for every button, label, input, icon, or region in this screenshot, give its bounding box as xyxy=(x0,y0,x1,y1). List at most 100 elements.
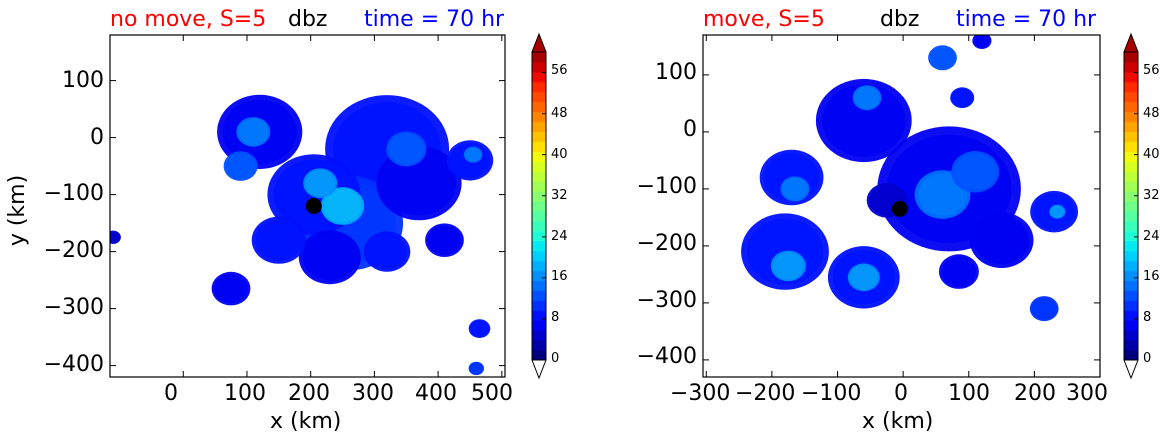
colorbar-segment xyxy=(1124,270,1138,282)
panel-1-x-tick: 200 xyxy=(288,381,330,406)
panel-2-x-tick: −300 xyxy=(670,381,731,406)
reflectivity-cell xyxy=(938,254,979,289)
panel-2-y-tick: −200 xyxy=(636,231,697,256)
panel-1-title-center: dbz xyxy=(288,7,328,32)
reflectivity-cell xyxy=(223,151,258,181)
colorbar-segment xyxy=(532,141,546,152)
colorbar-segment xyxy=(532,290,546,301)
reflectivity-cell xyxy=(1029,296,1059,322)
reflectivity-cell xyxy=(950,87,975,109)
colorbar-segment xyxy=(532,52,546,63)
colorbar-segment xyxy=(1124,191,1138,202)
colorbar-segment xyxy=(532,181,546,192)
colorbar-segment xyxy=(532,171,546,182)
colorbar-2-tick: 32 xyxy=(1143,188,1160,203)
colorbar-min-extend xyxy=(531,359,547,380)
panel-1-y-tick: −400 xyxy=(43,352,104,377)
reflectivity-cell xyxy=(928,45,957,71)
colorbar-segment xyxy=(1124,91,1138,103)
colorbar-1-tick: 16 xyxy=(551,269,568,284)
panel-2-title-center: dbz xyxy=(880,7,920,32)
colorbar-segment xyxy=(1124,161,1138,172)
colorbar-1-frame xyxy=(531,51,547,361)
colorbar-segment xyxy=(532,310,546,321)
colorbar-2-tick: 40 xyxy=(1143,147,1160,162)
panel-1-x-tick: 500 xyxy=(471,381,513,406)
panel-2-x-tick: 100 xyxy=(948,381,990,406)
panel-2-title-left: move, S=5 xyxy=(703,7,825,32)
reflectivity-cell xyxy=(298,230,361,285)
colorbar-segment xyxy=(532,220,546,232)
colorbar-2-frame xyxy=(1123,51,1139,361)
reflectivity-cell xyxy=(386,131,427,167)
colorbar-2-tick: 56 xyxy=(1143,63,1160,78)
reflectivity-cell xyxy=(852,85,882,111)
reflectivity-cell xyxy=(969,212,1034,268)
colorbar-segment xyxy=(532,250,546,262)
colorbar-segment xyxy=(532,131,546,142)
colorbar-segment xyxy=(1124,61,1138,73)
colorbar-segment xyxy=(1124,260,1138,272)
colorbar-segment xyxy=(1124,151,1138,162)
panel-1-y-tick: −100 xyxy=(43,181,104,206)
colorbar-segment xyxy=(532,240,546,252)
colorbar-segment xyxy=(1124,320,1138,331)
colorbar-2-tick: 24 xyxy=(1143,229,1160,244)
reflectivity-cell xyxy=(780,176,810,202)
colorbar-max-extend xyxy=(1123,32,1139,53)
reflectivity-cell xyxy=(951,151,1000,193)
colorbar-segment xyxy=(532,260,546,272)
colorbar-segment xyxy=(532,71,546,83)
panel-2-axes-frame xyxy=(702,34,1101,378)
colorbar-segment xyxy=(532,350,546,361)
colorbar-1-tick: 40 xyxy=(551,147,568,162)
colorbar-2-tick: 48 xyxy=(1143,106,1160,121)
colorbar-segment xyxy=(1124,330,1138,341)
colorbar-segment xyxy=(1124,210,1138,222)
colorbar-1-tick: 0 xyxy=(551,351,560,366)
panel-2-y-tick: −100 xyxy=(636,174,697,199)
panel-2-x-axis-label: x (km) xyxy=(862,409,934,434)
panel-1-y-axis-label: y (km) xyxy=(5,174,31,247)
panel-1-x-tick: 300 xyxy=(352,381,394,406)
colorbar-segment xyxy=(1124,350,1138,361)
colorbar-segment xyxy=(1124,220,1138,232)
reflectivity-cell xyxy=(463,146,483,163)
panel-2-x-tick: −100 xyxy=(801,381,862,406)
reflectivity-cell xyxy=(211,271,251,306)
colorbar-1-tick: 48 xyxy=(551,106,568,121)
colorbar-max-extend xyxy=(531,32,547,53)
reflectivity-cell xyxy=(251,216,306,264)
colorbar-2-tick: 8 xyxy=(1143,310,1152,325)
colorbar-segment xyxy=(1124,81,1138,93)
reflectivity-cell xyxy=(236,117,271,147)
colorbar-segment xyxy=(1124,71,1138,83)
panel-2-y-tick: 0 xyxy=(683,117,697,142)
colorbar-1-tick: 32 xyxy=(551,188,568,203)
colorbar-segment xyxy=(1124,171,1138,182)
colorbar-segment xyxy=(1124,340,1138,351)
colorbar-segment xyxy=(532,340,546,351)
reflectivity-cell xyxy=(770,250,806,282)
reflectivity-cell xyxy=(972,35,992,49)
colorbar-segment xyxy=(1124,201,1138,212)
colorbar-2-tick: 0 xyxy=(1143,351,1152,366)
panel-1-title-right: time = 70 hr xyxy=(364,7,505,32)
colorbar-segment xyxy=(532,270,546,282)
storm-center-marker xyxy=(891,200,908,217)
colorbar-segment xyxy=(1124,52,1138,63)
panel-2-x-tick: 0 xyxy=(894,381,908,406)
colorbar-segment xyxy=(532,81,546,93)
colorbar-segment xyxy=(1124,111,1138,123)
colorbar-segment xyxy=(532,330,546,341)
colorbar-segment xyxy=(532,111,546,123)
colorbar-segment xyxy=(1124,101,1138,113)
colorbar-segment xyxy=(1124,230,1138,242)
colorbar-segment xyxy=(1124,240,1138,252)
panel-1-y-tick: −200 xyxy=(43,238,104,263)
panel-1-axes-frame xyxy=(109,34,506,378)
reflectivity-cell xyxy=(815,78,912,163)
colorbar-segment xyxy=(1124,300,1138,311)
panel-1-x-axis-label: x (km) xyxy=(270,409,342,434)
colorbar-2-tick: 16 xyxy=(1143,269,1160,284)
